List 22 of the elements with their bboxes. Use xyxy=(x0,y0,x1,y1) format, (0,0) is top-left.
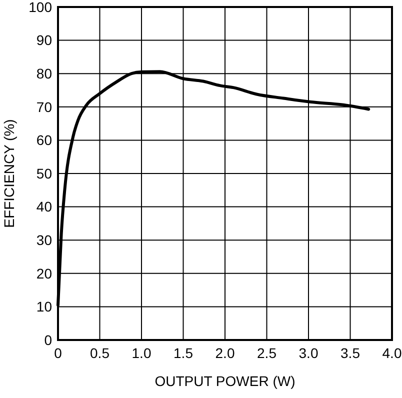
y-tick-label: 100 xyxy=(28,0,52,15)
y-axis-title: EFFICIENCY (%) xyxy=(1,119,17,228)
x-tick-label: 2.0 xyxy=(215,345,235,361)
x-tick-label: 1.5 xyxy=(174,345,194,361)
x-axis-title: OUTPUT POWER (W) xyxy=(154,373,296,389)
x-tick-label: 3.0 xyxy=(298,345,318,361)
y-tick-label: 90 xyxy=(36,32,52,48)
x-tick-label: 2.5 xyxy=(257,345,277,361)
y-tick-label: 20 xyxy=(36,265,52,282)
x-tick-label: 3.5 xyxy=(340,345,360,361)
y-tick-label: 40 xyxy=(36,198,52,215)
y-tick-label: 10 xyxy=(36,298,52,315)
y-tick-label: 80 xyxy=(36,66,52,82)
y-tick-label: 50 xyxy=(36,165,52,182)
y-tick-label: 0 xyxy=(44,332,52,348)
y-tick-label: 60 xyxy=(36,132,52,148)
x-tick-label: 0.5 xyxy=(90,345,110,361)
x-tick-label: 4.0 xyxy=(382,345,402,361)
y-tick-label: 30 xyxy=(36,232,52,248)
x-tick-label: 0 xyxy=(54,345,62,361)
x-tick-label: 1.0 xyxy=(132,345,152,361)
y-tick-label: 70 xyxy=(36,98,52,115)
